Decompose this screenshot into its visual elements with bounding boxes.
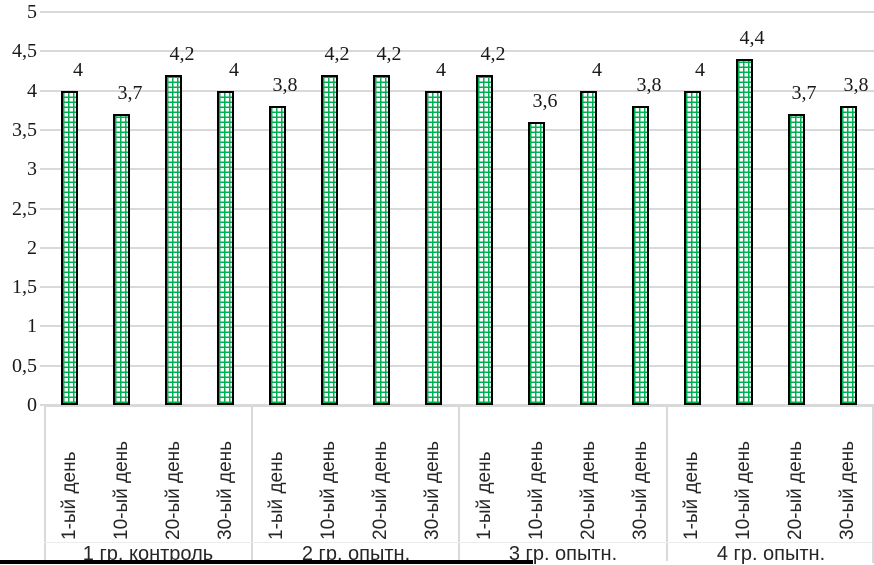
bar-value-label: 4: [229, 59, 239, 81]
day-tick-label: 20-ый день: [370, 440, 391, 540]
day-tick-label: 30-ый день: [422, 440, 443, 540]
day-tick-label: 1-ый день: [474, 451, 495, 541]
bar: [632, 106, 649, 405]
group-label: 2 гр. опытн.: [301, 543, 411, 565]
bar-value-label: 3,8: [843, 74, 869, 96]
bar-value-label: 4: [695, 59, 705, 81]
day-tick-label: 20-ый день: [785, 440, 806, 540]
bar: [373, 75, 390, 405]
day-tick-label: 10-ый день: [111, 440, 132, 540]
y-tick-label: 2: [27, 237, 37, 259]
bar-value-label: 4,4: [739, 27, 765, 49]
bar-value-label: 4,2: [169, 43, 195, 65]
group-divider: [666, 405, 668, 561]
bar-value-label: 3,7: [791, 82, 817, 104]
day-tick-label: 30-ый день: [837, 440, 858, 540]
day-tick-label: 10-ый день: [733, 440, 754, 540]
bar-value-label: 4: [436, 59, 446, 81]
bar-value-label: 3,6: [532, 90, 558, 112]
y-tick-label: 2,5: [12, 198, 37, 220]
bar: [217, 91, 234, 405]
bar: [580, 91, 597, 405]
bar: [165, 75, 182, 405]
group-label: 1 гр. контроль: [82, 543, 214, 565]
day-tick-label: 1-ый день: [59, 451, 80, 541]
bar: [528, 122, 545, 405]
group-label: 4 гр. опытн.: [716, 543, 826, 565]
bar: [788, 114, 805, 405]
y-tick-label: 4: [27, 80, 37, 102]
y-gridline: [40, 247, 874, 249]
y-tick-label: 0,5: [12, 355, 37, 377]
y-tick-label: 0: [27, 394, 37, 416]
bar-value-label: 3,8: [272, 74, 298, 96]
axis-level-divider: [44, 542, 872, 543]
bar-value-label: 4,2: [480, 43, 506, 65]
bar-value-label: 4,2: [376, 43, 402, 65]
day-tick-label: 30-ый день: [215, 440, 236, 540]
y-gridline: [40, 286, 874, 288]
bar-value-label: 4: [592, 59, 602, 81]
day-tick-label: 20-ый день: [578, 440, 599, 540]
bar: [269, 106, 286, 405]
day-tick-label: 30-ый день: [630, 440, 651, 540]
y-tick-label: 3: [27, 158, 37, 180]
bar: [840, 106, 857, 405]
bar: [61, 91, 78, 405]
bar-value-label: 4,2: [324, 43, 350, 65]
y-gridline: [40, 325, 874, 327]
y-tick-label: 5: [27, 1, 37, 23]
bar: [684, 91, 701, 405]
bar-value-label: 3,7: [117, 82, 143, 104]
y-tick-label: 1: [27, 315, 37, 337]
y-gridline: [40, 365, 874, 367]
y-tick-label: 4,5: [12, 40, 37, 62]
day-tick-label: 1-ый день: [266, 451, 287, 541]
day-tick-label: 1-ый день: [681, 451, 702, 541]
y-gridline: [40, 168, 874, 170]
bar: [425, 91, 442, 405]
y-gridline: [40, 50, 874, 52]
bar: [113, 114, 130, 405]
bottom-border-line: [0, 560, 533, 564]
y-tick-label: 3,5: [12, 119, 37, 141]
y-gridline: [40, 90, 874, 92]
bar: [321, 75, 338, 405]
bar: [736, 59, 753, 405]
group-label: 3 гр. опытн.: [508, 543, 618, 565]
bar-value-label: 3,8: [636, 74, 662, 96]
y-tick-label: 1,5: [12, 276, 37, 298]
y-gridline: [40, 11, 874, 13]
bar: [476, 75, 493, 405]
bar-value-label: 4: [73, 59, 83, 81]
group-divider: [458, 405, 460, 561]
day-tick-label: 20-ый день: [163, 440, 184, 540]
y-gridline: [40, 129, 874, 131]
y-gridline: [40, 208, 874, 210]
group-divider: [251, 405, 253, 561]
day-tick-label: 10-ый день: [526, 440, 547, 540]
day-tick-label: 10-ый день: [318, 440, 339, 540]
